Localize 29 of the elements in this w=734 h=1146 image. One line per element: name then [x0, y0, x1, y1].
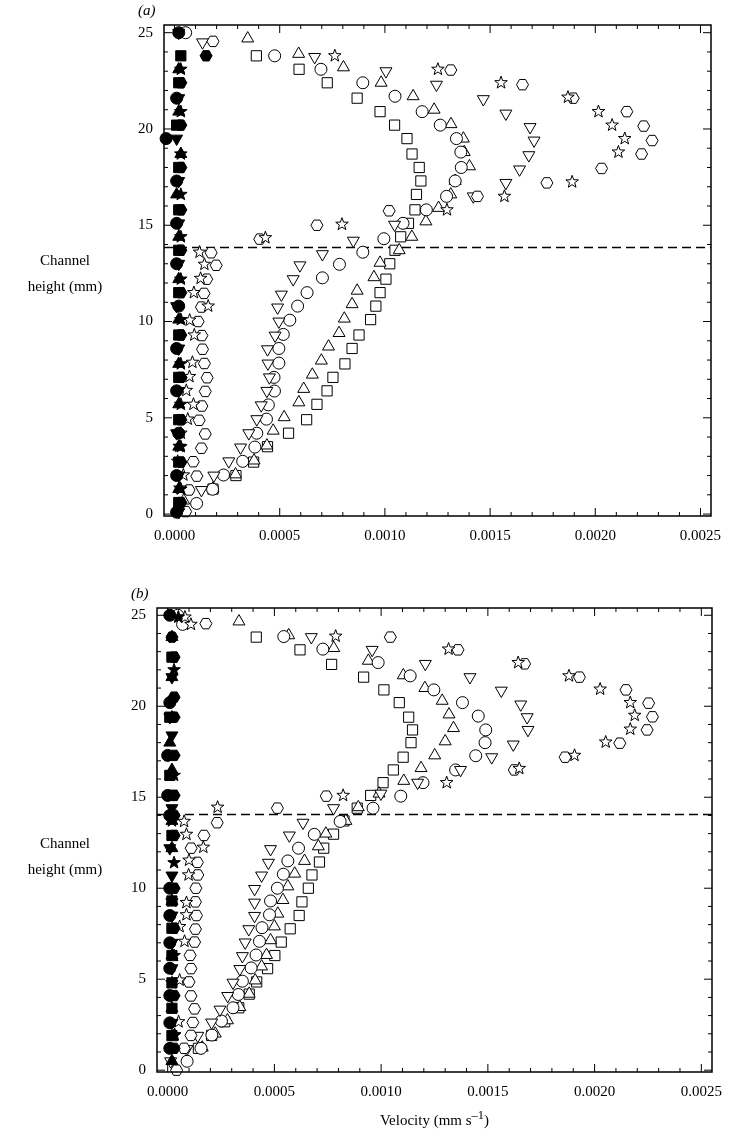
y-tick-label: 15 [131, 788, 146, 805]
chart-title: (a) [138, 2, 156, 19]
y-tick-label: 10 [138, 312, 153, 329]
y-tick-label: 10 [131, 879, 146, 896]
y-tick-label: 25 [138, 23, 153, 40]
x-tick-label: 0.0025 [679, 526, 722, 543]
x-tick-label: 0.0025 [680, 1082, 722, 1099]
y-tick-label: 25 [131, 606, 146, 623]
x-axis-title: Velocity (mm s$^{–1}$) [378, 1108, 491, 1129]
y-tick-label: 15 [138, 216, 153, 233]
y-tick-label: 5 [138, 970, 146, 987]
x-tick-label: 0.0015 [467, 1082, 509, 1099]
x-tick-label: 0.0005 [253, 1082, 296, 1099]
chart-title: (b) [131, 585, 149, 602]
y-axis-title: Channel height (mm) [26, 251, 104, 296]
y-tick-label: 0 [138, 1061, 146, 1078]
y-tick-label: 0 [145, 505, 153, 522]
y-axis-title: Channel height (mm) [26, 834, 104, 879]
y-tick-label: 20 [138, 119, 153, 136]
y-tick-label: 20 [131, 697, 146, 714]
x-tick-label: 0.0010 [360, 1082, 402, 1099]
x-tick-label: 0.0015 [469, 526, 511, 543]
y-tick-label: 5 [145, 408, 153, 425]
x-tick-label: 0.0000 [147, 1082, 189, 1099]
x-tick-label: 0.0005 [259, 526, 301, 543]
x-tick-label: 0.0020 [573, 1082, 616, 1099]
x-tick-label: 0.0020 [574, 526, 616, 543]
x-tick-label: 0.0000 [153, 526, 196, 543]
x-tick-label: 0.0010 [364, 526, 406, 543]
